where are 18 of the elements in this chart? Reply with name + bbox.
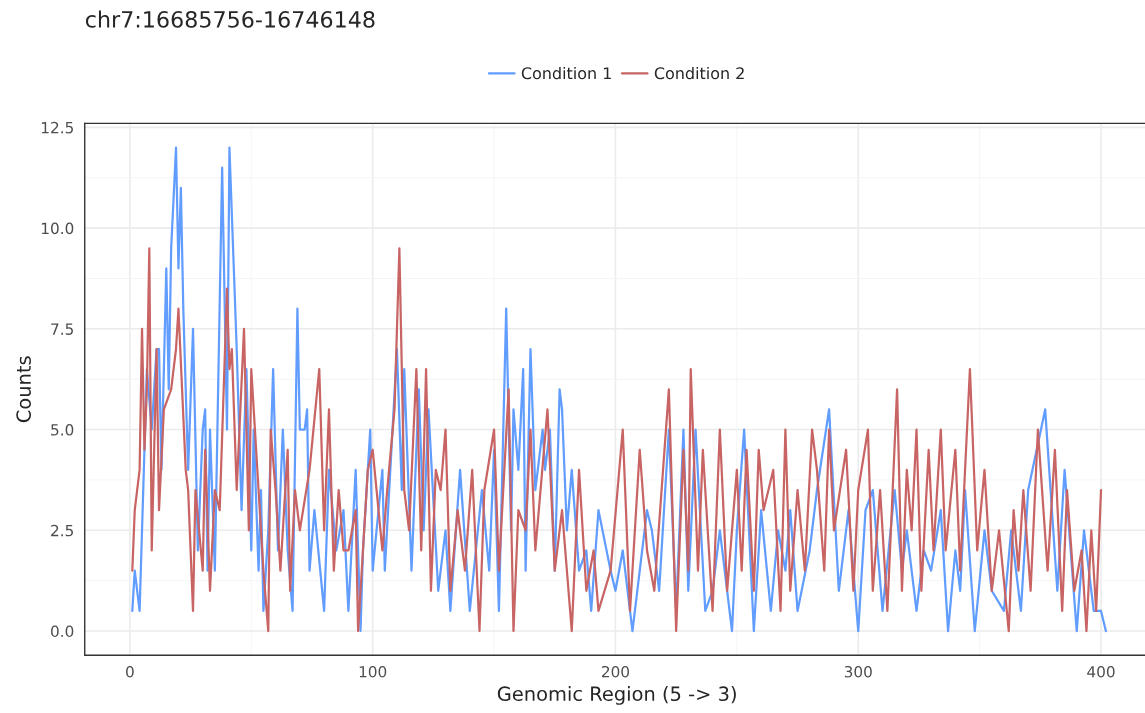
legend-label: Condition 1 bbox=[521, 66, 611, 80]
x-axis-title: Genomic Region (5 -> 3) bbox=[497, 686, 736, 705]
y-tick-label: 7.5 bbox=[51, 323, 73, 335]
legend-label: Condition 2 bbox=[654, 66, 744, 80]
x-tick-label: 200 bbox=[601, 665, 630, 678]
y-tick-label: 12.5 bbox=[41, 121, 73, 134]
y-axis-title: Counts bbox=[16, 356, 31, 423]
y-tick-label: 10.0 bbox=[41, 222, 74, 235]
x-tick-label: 100 bbox=[359, 665, 387, 678]
x-tick-label: 0 bbox=[126, 665, 134, 678]
line-series bbox=[131, 146, 1107, 633]
line-series bbox=[131, 247, 1103, 633]
y-tick-label: 2.5 bbox=[51, 524, 73, 537]
chart-title: chr7:16685756-16746148 bbox=[85, 10, 375, 28]
y-tick-label: 0.0 bbox=[51, 625, 74, 638]
y-tick-label: 5.0 bbox=[51, 424, 74, 436]
x-tick-label: 400 bbox=[1087, 665, 1115, 678]
x-tick-label: 300 bbox=[844, 665, 872, 678]
